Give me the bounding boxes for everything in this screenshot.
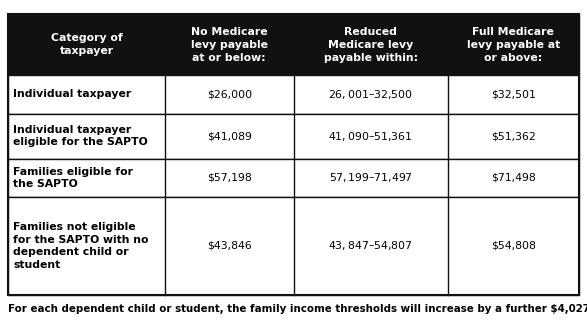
Text: Families eligible for
the SAPTO: Families eligible for the SAPTO (13, 167, 133, 189)
Text: $41,089: $41,089 (207, 131, 252, 141)
Text: $43,846: $43,846 (207, 241, 252, 251)
Bar (8, 14, 579, 76)
Text: $26,000: $26,000 (207, 90, 252, 99)
Text: Reduced
Medicare levy
payable within:: Reduced Medicare levy payable within: (323, 27, 417, 62)
Text: No Medicare
levy payable
at or below:: No Medicare levy payable at or below: (191, 27, 268, 62)
Text: Individual taxpayer
eligible for the SAPTO: Individual taxpayer eligible for the SAP… (13, 125, 148, 147)
Bar (8, 113, 579, 159)
Text: Full Medicare
levy payable at
or above:: Full Medicare levy payable at or above: (467, 27, 560, 62)
Text: $71,498: $71,498 (491, 173, 536, 183)
Bar (8, 76, 579, 113)
Text: $41,090 – $51,361: $41,090 – $51,361 (328, 130, 413, 143)
Bar (8, 159, 579, 197)
Text: For each dependent child or student, the family income thresholds will increase : For each dependent child or student, the… (8, 304, 587, 314)
Text: $43,847 – $54,807: $43,847 – $54,807 (328, 239, 413, 252)
Text: $57,199 – $71,497: $57,199 – $71,497 (329, 171, 413, 184)
Text: $51,362: $51,362 (491, 131, 536, 141)
Bar (8, 197, 579, 295)
Text: Individual taxpayer: Individual taxpayer (13, 90, 131, 99)
Text: $57,198: $57,198 (207, 173, 252, 183)
Text: Families not eligible
for the SAPTO with no
dependent child or
student: Families not eligible for the SAPTO with… (13, 222, 149, 269)
Bar (8, 14, 579, 295)
Text: $32,501: $32,501 (491, 90, 536, 99)
Text: Category of
taxpayer: Category of taxpayer (50, 33, 122, 56)
Text: $26,001 – $32,500: $26,001 – $32,500 (328, 88, 413, 101)
Text: $54,808: $54,808 (491, 241, 536, 251)
